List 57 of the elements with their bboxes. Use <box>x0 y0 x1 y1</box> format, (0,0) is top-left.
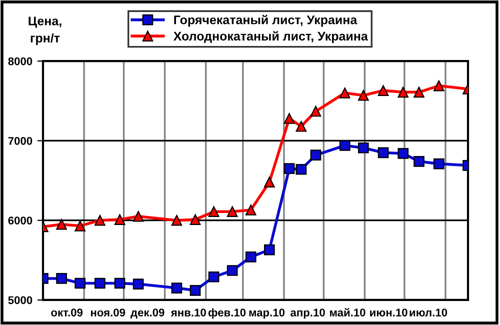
y-tick-label: 6000 <box>8 216 32 224</box>
x-tick-label: ноя.09 <box>91 308 126 316</box>
point <box>114 214 126 225</box>
point <box>264 176 275 188</box>
point <box>132 278 144 290</box>
point <box>339 88 350 98</box>
point <box>284 163 295 174</box>
x-tick-label: апр.10 <box>290 308 325 319</box>
y-tick-label: 7000 <box>8 136 32 145</box>
point <box>296 164 307 175</box>
point <box>433 80 444 92</box>
point <box>378 85 389 96</box>
point <box>398 148 409 159</box>
point <box>226 265 238 276</box>
x-tick-label: дек.09 <box>130 308 164 319</box>
point <box>296 120 307 132</box>
point <box>114 278 126 289</box>
y-tick-label: 8000 <box>8 57 32 66</box>
point <box>56 273 67 284</box>
point <box>171 214 182 226</box>
point <box>378 147 389 158</box>
point <box>94 278 106 289</box>
point <box>190 214 201 225</box>
x-tick-label: мар.10 <box>249 308 285 319</box>
point <box>414 156 424 167</box>
point <box>56 218 67 230</box>
point <box>398 86 409 98</box>
y-axis-title: Цена, грн/т <box>28 16 62 45</box>
x-tick-label: июл.10 <box>410 308 448 316</box>
point <box>358 142 369 154</box>
x-tick-label: янв.10 <box>170 308 206 316</box>
point <box>433 158 444 170</box>
x-tick-label: июн.10 <box>370 308 408 316</box>
point <box>245 204 256 216</box>
point <box>190 285 201 296</box>
point <box>358 90 369 101</box>
point <box>74 220 86 232</box>
point <box>284 113 295 124</box>
point <box>94 214 106 226</box>
point <box>226 206 238 218</box>
x-tick-label: фев.10 <box>208 308 246 319</box>
point <box>339 140 350 151</box>
point <box>132 210 144 222</box>
legend-label: Холоднокатаный лист, Украина <box>173 31 368 44</box>
point <box>74 278 86 289</box>
x-tick-label: окт.09 <box>51 308 83 316</box>
point <box>414 86 424 98</box>
y-tick-label: 5000 <box>8 296 32 304</box>
point <box>310 150 322 160</box>
point <box>208 206 220 218</box>
point <box>245 252 256 262</box>
point <box>208 271 220 282</box>
point <box>264 244 275 256</box>
point <box>310 106 322 117</box>
x-tick-label: май.10 <box>330 308 366 316</box>
legend-label: Горячекатаный лист, Украина <box>174 14 358 27</box>
point <box>171 282 182 294</box>
